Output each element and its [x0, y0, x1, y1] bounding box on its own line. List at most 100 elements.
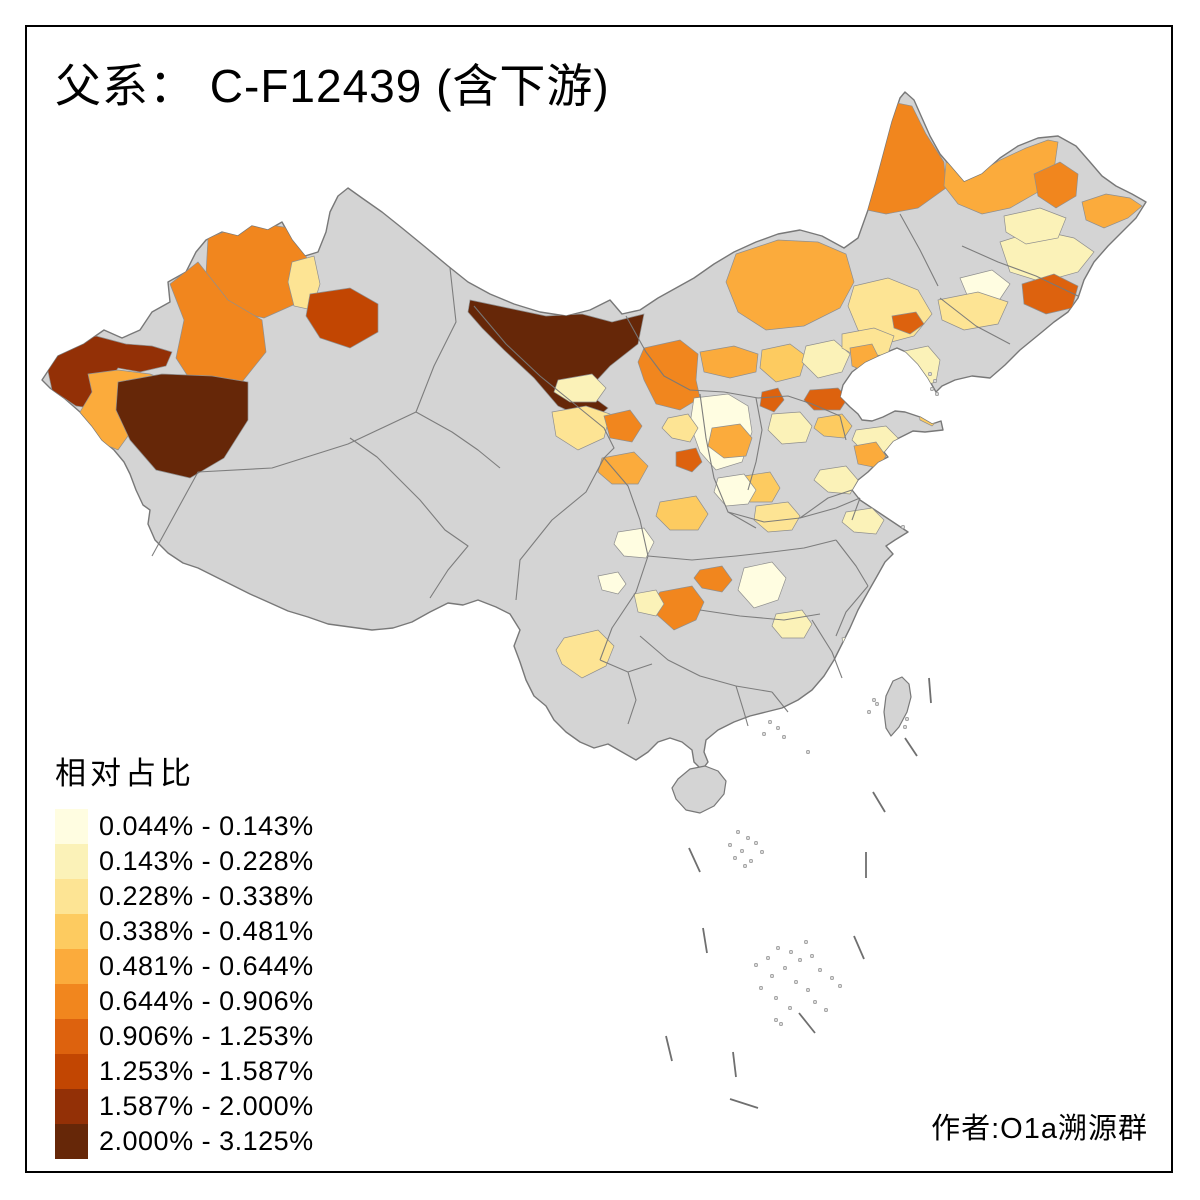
island-dot [775, 725, 780, 730]
map-region-class-5 [1081, 193, 1143, 229]
island-dot [742, 863, 747, 868]
island-dot [765, 955, 770, 960]
legend-range-label: 2.000% - 3.125% [99, 1126, 314, 1156]
map-region-class-10 [115, 373, 249, 479]
map-region-class-2 [1003, 207, 1067, 245]
legend-title: 相对占比 [55, 756, 195, 791]
page-title: 父系： C-F12439 (含下游) [55, 60, 610, 112]
province-borders [151, 213, 1079, 727]
map-region-class-7 [675, 447, 703, 473]
map-region-class-5 [699, 345, 759, 379]
legend-range-label: 0.906% - 1.253% [99, 1021, 314, 1051]
map-region-class-4 [759, 343, 807, 383]
legend-swatch-7 [55, 1019, 88, 1054]
map-region-class-4 [655, 495, 709, 531]
dash-segment [665, 1035, 673, 1062]
island-dot [759, 849, 764, 854]
nine-dash-line [665, 677, 932, 1109]
legend-swatch-9 [55, 1089, 88, 1124]
hainan-island [671, 765, 727, 814]
dash-segment [798, 1012, 816, 1034]
island-dot [767, 719, 772, 724]
dash-segment [702, 927, 708, 954]
map-region-class-3 [555, 629, 615, 679]
legend-item: 0.228% - 0.338% [55, 879, 314, 914]
island-dot [932, 378, 937, 383]
island-dot [902, 724, 907, 729]
map-region-class-3 [551, 405, 611, 451]
map-region-class-3 [937, 291, 1009, 331]
legend-range-label: 0.143% - 0.228% [99, 846, 314, 876]
island-dot [900, 524, 905, 529]
legend-item: 0.143% - 0.228% [55, 844, 314, 879]
map-region-class-3 [661, 413, 699, 443]
dash-segment [688, 847, 701, 873]
island-dot [934, 391, 939, 396]
legend-range-label: 1.587% - 2.000% [99, 1091, 314, 1121]
island-dot [829, 975, 834, 980]
island-dot [735, 829, 740, 834]
island-dot [745, 835, 750, 840]
island-dot [769, 973, 774, 978]
legend-swatch-10 [55, 1124, 88, 1159]
legend-swatch-5 [55, 949, 88, 984]
island-dot [871, 697, 876, 702]
map-region-class-6 [169, 261, 267, 393]
map-region-class-5 [597, 451, 649, 485]
legend-swatch-4 [55, 914, 88, 949]
island-dot [817, 967, 822, 972]
map-region-class-2 [801, 339, 851, 379]
island-dot [809, 953, 814, 958]
island-dot [837, 983, 842, 988]
map-region-class-1 [713, 473, 757, 507]
taiwan-island [883, 676, 912, 737]
legend-item: 1.587% - 2.000% [55, 1089, 314, 1124]
island-dot [732, 855, 737, 860]
south-china-sea-islands [727, 371, 939, 1026]
map-region-class-8 [305, 287, 379, 349]
map-region-class-7 [803, 387, 849, 411]
legend-item: 0.906% - 1.253% [55, 1019, 314, 1054]
legend-item: 1.253% - 1.587% [55, 1054, 314, 1089]
map-region-class-6 [693, 565, 733, 593]
map-region-class-2 [633, 589, 665, 617]
island-dot [787, 1005, 792, 1010]
island-dot [773, 995, 778, 1000]
island-dot [781, 734, 786, 739]
map-region-class-6 [603, 409, 643, 443]
map-region-class-1 [737, 561, 787, 609]
legend-swatch-1 [55, 809, 88, 844]
legend: 相对占比 0.044% - 0.143% 0.143% - 0.228% 0.228… [55, 748, 314, 1159]
island-dot [805, 749, 810, 754]
island-dot [727, 842, 732, 847]
map-region-class-7 [759, 387, 785, 413]
dash-segment [872, 791, 886, 813]
island-dot [778, 1021, 783, 1026]
legend-item: 0.044% - 0.143% [55, 809, 314, 844]
legend-swatch-2 [55, 844, 88, 879]
map-region-class-2 [841, 507, 885, 535]
legend-range-label: 0.644% - 0.906% [99, 986, 314, 1016]
island-dot [874, 701, 879, 706]
legend-item: 0.338% - 0.481% [55, 914, 314, 949]
legend-swatch-3 [55, 879, 88, 914]
legend-range-label: 0.228% - 0.338% [99, 881, 314, 911]
island-dot [803, 939, 808, 944]
map-region-class-2 [553, 373, 607, 403]
legend-swatch-8 [55, 1054, 88, 1089]
legend-swatch-6 [55, 984, 88, 1019]
island-dot [866, 709, 871, 714]
dash-segment [904, 737, 918, 757]
dash-segment [928, 677, 932, 704]
island-dot [775, 945, 780, 950]
map-region-class-7 [891, 311, 925, 335]
island-dot [788, 949, 793, 954]
island-dot [823, 1007, 828, 1012]
map-region-class-1 [841, 633, 871, 659]
choropleth-regions [45, 101, 1143, 679]
legend-range-label: 1.253% - 1.587% [99, 1056, 314, 1086]
island-dot [773, 1017, 778, 1022]
island-dot [793, 979, 798, 984]
